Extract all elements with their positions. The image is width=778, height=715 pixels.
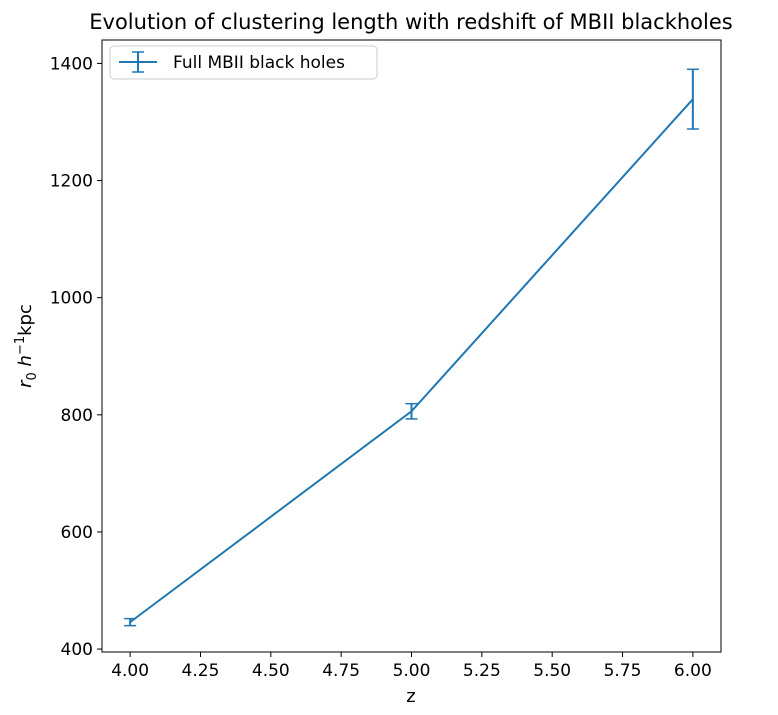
error-bar	[124, 617, 137, 627]
y-tick-label: 400	[61, 640, 93, 660]
y-axis-label-exponent: −1	[13, 336, 28, 355]
error-bar	[405, 402, 418, 420]
y-axis-label-r: r	[15, 379, 36, 388]
x-tick-label: 4.00	[111, 661, 149, 681]
x-tick-label: 5.75	[604, 661, 642, 681]
x-tick-label: 5.50	[533, 661, 571, 681]
y-axis-label: r0 h−1kpc	[13, 304, 40, 388]
y-tick-label: 600	[61, 523, 93, 543]
legend-box	[109, 45, 378, 80]
legend-handle	[119, 51, 157, 73]
chart-title: Evolution of clustering length with reds…	[89, 10, 732, 34]
plot-background	[102, 40, 721, 652]
legend: Full MBII black holes	[109, 45, 378, 80]
y-tick-label: 800	[61, 406, 93, 426]
x-tick-label: 6.00	[674, 661, 712, 681]
y-tick-label: 1000	[50, 289, 93, 309]
x-tick-label: 4.25	[182, 661, 220, 681]
x-tick-label: 4.50	[252, 661, 290, 681]
y-tick-label: 1400	[50, 54, 93, 74]
y-axis-label-h: h	[15, 355, 36, 366]
legend-label: Full MBII black holes	[173, 53, 345, 73]
series-layer	[124, 68, 699, 627]
y-axis-label-unit: kpc	[15, 304, 36, 336]
y-axis-label-subscript: 0	[25, 372, 40, 380]
error-bar	[686, 68, 699, 130]
x-tick-label: 5.00	[393, 661, 431, 681]
x-axis-ticks: 4.00 4.25 4.50 4.75 5.00 5.25 5.50 5.75 6.00	[111, 652, 712, 681]
x-tick-label: 4.75	[322, 661, 360, 681]
y-axis-ticks: 400 600 800 1000 1200 1400	[50, 54, 102, 660]
x-tick-label: 5.25	[463, 661, 501, 681]
y-tick-label: 1200	[50, 172, 93, 192]
x-axis-label: z	[406, 686, 415, 707]
